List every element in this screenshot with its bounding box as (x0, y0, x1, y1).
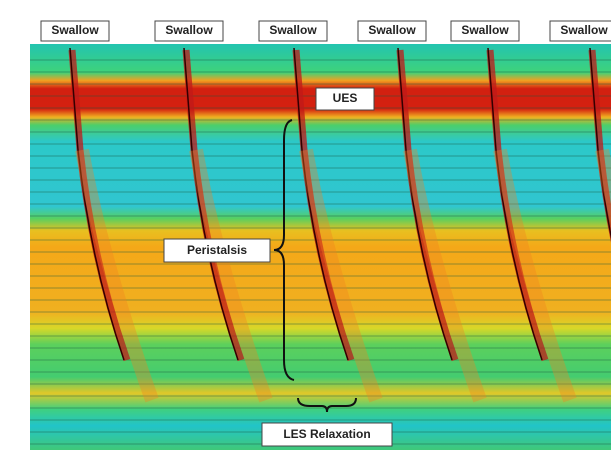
ues-text: UES (333, 91, 358, 105)
swallow-label: Swallow (155, 21, 223, 41)
swallow-text: Swallow (51, 23, 99, 37)
swallow-label: Swallow (259, 21, 327, 41)
swallow-label: Swallow (550, 21, 611, 41)
les-relaxation-text: LES Relaxation (283, 427, 370, 441)
swallow-text: Swallow (560, 23, 608, 37)
swallow-label: Swallow (451, 21, 519, 41)
manometry-figure: Swallow Swallow Swallow Swallow Swallow Swall… (0, 0, 611, 455)
swallow-text: Swallow (165, 23, 213, 37)
peristalsis-text: Peristalsis (187, 243, 247, 257)
swallow-text: Swallow (368, 23, 416, 37)
swallow-label: Swallow (41, 21, 109, 41)
swallow-label: Swallow (358, 21, 426, 41)
swallow-text: Swallow (269, 23, 317, 37)
les-relaxation-label: LES Relaxation (262, 423, 392, 446)
ues-label: UES (316, 88, 374, 110)
peristalsis-label: Peristalsis (164, 239, 270, 262)
swallow-labels: Swallow Swallow Swallow Swallow Swallow Swall… (41, 21, 611, 41)
swallow-text: Swallow (461, 23, 509, 37)
